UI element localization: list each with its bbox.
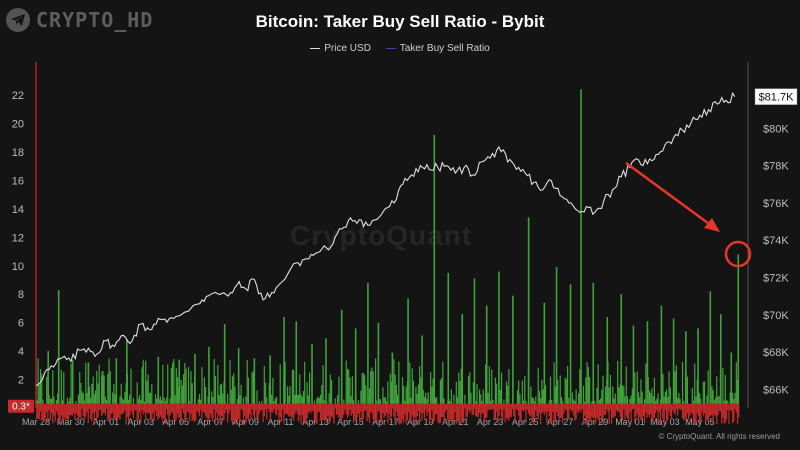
annotation-arrow-shaft <box>625 161 713 228</box>
right-axis: $66K $68K $70K $72K $74K $76K $78K $80K $81.7K <box>747 62 798 408</box>
channel-watermark: CRYPTO_HD <box>6 8 153 32</box>
legend-item-ratio[interactable]: Taker Buy Sell Ratio <box>385 43 490 54</box>
x-tick-label: Mar 28 <box>22 417 50 427</box>
x-tick-label: Apr 25 <box>512 417 539 427</box>
annotation-circle <box>724 240 752 268</box>
x-tick-label: Apr 27 <box>547 417 574 427</box>
x-tick-label: Apr 17 <box>372 417 399 427</box>
left-tick-label: 14 <box>12 204 24 216</box>
x-tick-label: Mar 30 <box>57 417 85 427</box>
chart-legend: Price USD Taker Buy Sell Ratio <box>0 41 800 54</box>
x-tick-label: Apr 23 <box>477 417 504 427</box>
x-tick-label: Apr 19 <box>407 417 434 427</box>
left-tick-label: 6 <box>18 318 24 330</box>
left-tick-label: 2 <box>18 375 24 387</box>
copyright-note: © CryptoQuant. All rights reserved <box>658 432 781 441</box>
left-tick-label: 18 <box>12 147 24 159</box>
channel-name: CRYPTO_HD <box>36 8 154 32</box>
x-tick-label: Apr 21 <box>442 417 469 427</box>
legend-swatch-price <box>310 48 321 49</box>
right-tick-label: $74K <box>763 235 789 247</box>
right-tick-label: $66K <box>763 384 789 396</box>
right-tick-label: $78K <box>763 161 789 173</box>
right-current-label: $81.7K <box>759 92 795 104</box>
left-current-badge <box>8 399 34 413</box>
left-tick-label: 10 <box>12 261 24 273</box>
left-tick-label: 4 <box>18 346 24 358</box>
telegram-icon <box>6 8 30 32</box>
left-tick-label: 16 <box>12 175 24 187</box>
x-tick-label: Apr 05 <box>162 417 189 427</box>
left-tick-label: 22 <box>12 90 24 102</box>
x-tick-label: Apr 01 <box>93 417 120 427</box>
chart-title: Bitcoin: Taker Buy Sell Ratio - Bybit <box>255 12 545 31</box>
right-tick-label: $70K <box>763 310 789 322</box>
price-line <box>35 91 736 387</box>
annotation-arrow-head <box>704 218 720 232</box>
legend-swatch-ratio <box>385 48 396 49</box>
right-tick-label: $68K <box>763 347 789 359</box>
left-tick-label: 20 <box>12 119 24 131</box>
x-tick-label: May 03 <box>650 417 680 427</box>
x-tick-label: Apr 15 <box>337 417 364 427</box>
cryptoquant-watermark: CryptoQuant <box>290 220 473 251</box>
right-tick-label: $76K <box>763 198 789 210</box>
legend-label-price: Price USD <box>324 43 371 54</box>
right-tick-label: $72K <box>763 272 789 284</box>
left-current-label: 0.3* <box>12 402 30 413</box>
left-tick-label: 12 <box>12 232 24 244</box>
annotations <box>625 161 752 268</box>
legend-item-price[interactable]: Price USD <box>310 43 371 54</box>
right-current-badge <box>754 88 798 105</box>
x-tick-label: Apr 29 <box>582 417 609 427</box>
legend-label-ratio: Taker Buy Sell Ratio <box>399 43 490 54</box>
x-tick-label: Apr 07 <box>197 417 224 427</box>
price-series <box>35 91 736 387</box>
left-axis: 2 4 6 8 10 12 14 16 18 20 22 0.3* <box>8 62 37 413</box>
right-tick-label: $80K <box>763 123 789 135</box>
x-tick-label: Apr 11 <box>268 417 294 427</box>
ratio-series <box>36 89 740 425</box>
x-tick-label: May 01 <box>615 417 645 427</box>
left-tick-label: 8 <box>18 289 24 301</box>
